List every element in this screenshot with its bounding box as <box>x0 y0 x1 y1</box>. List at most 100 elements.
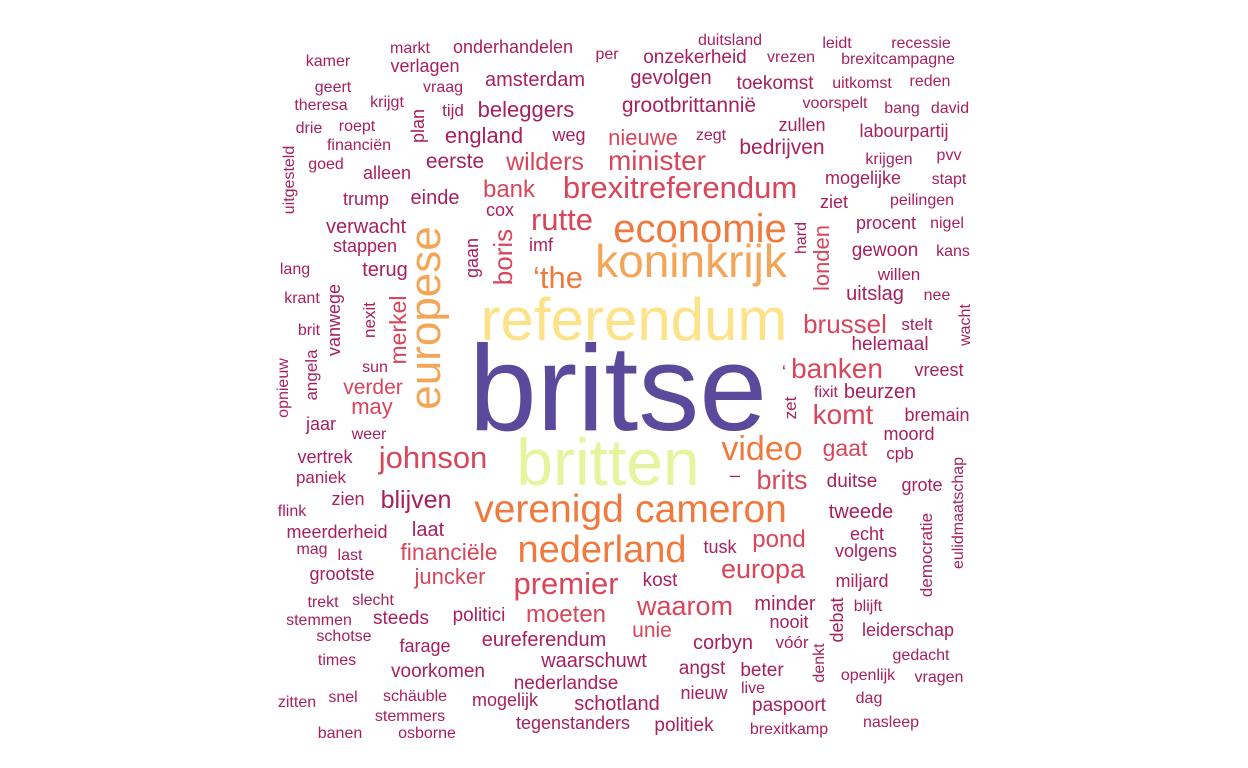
word-cloud-word: david <box>931 100 969 117</box>
word-cloud-word: miljard <box>835 571 888 591</box>
word-cloud-word: england <box>445 123 523 148</box>
word-cloud-word: tegenstanders <box>516 713 630 733</box>
word-cloud-word: europa <box>721 554 806 584</box>
word-cloud-word: goed <box>308 156 344 173</box>
word-cloud-word: geert <box>315 79 352 96</box>
word-cloud-word: tijd <box>442 101 464 120</box>
word-cloud-word: krijgt <box>370 94 404 111</box>
word-cloud-word: banen <box>318 725 363 742</box>
word-cloud-word: economie <box>613 207 786 251</box>
word-cloud-word: volgens <box>835 541 897 561</box>
word-cloud-word: paniek <box>296 468 347 487</box>
word-cloud-word: britse <box>469 320 767 456</box>
word-cloud-word: imf <box>529 235 554 255</box>
word-cloud-word: plan <box>408 109 428 143</box>
word-cloud-word: corbyn <box>693 632 753 654</box>
word-cloud-word: tusk <box>703 537 737 557</box>
word-cloud-word: vertrek <box>297 447 353 467</box>
word-cloud-word: nee <box>924 287 951 304</box>
word-cloud-word: nexit <box>360 302 379 338</box>
word-cloud-word: nooit <box>769 612 808 632</box>
word-cloud-word: rutte <box>531 202 593 237</box>
word-cloud-word: stapt <box>932 171 967 188</box>
word-cloud-word: zien <box>331 489 364 509</box>
word-cloud-word: schotse <box>316 628 371 645</box>
word-cloud-word: flink <box>278 503 307 520</box>
word-cloud-word: pvv <box>937 147 962 164</box>
word-cloud-word: brussel <box>803 309 887 339</box>
word-cloud-word: boris <box>488 229 518 285</box>
word-cloud-word: duitse <box>827 471 878 492</box>
word-cloud-word: meerderheid <box>286 522 387 542</box>
word-cloud-word: nigel <box>930 215 964 232</box>
word-cloud-word: moeten <box>526 601 606 628</box>
word-cloud-word: zullen <box>778 115 825 135</box>
word-cloud-word: bedrijven <box>739 136 824 159</box>
word-cloud-word: nieuwe <box>608 125 678 150</box>
word-cloud-word: willen <box>877 265 921 284</box>
word-cloud-word: bremain <box>904 405 969 425</box>
word-cloud-word: drie <box>296 120 323 137</box>
word-cloud-word: angela <box>302 349 321 401</box>
word-cloud-word: juncker <box>414 564 486 589</box>
word-cloud-word: jaar <box>305 414 336 434</box>
word-cloud-word: gaat <box>823 435 868 461</box>
word-cloud-word: stappen <box>333 236 397 256</box>
word-cloud-word: video <box>721 430 802 468</box>
word-cloud-word: gaan <box>462 238 482 278</box>
word-cloud-word: grote <box>901 475 942 495</box>
word-cloud-word: voorspelt <box>803 95 868 112</box>
word-cloud-word: cameron <box>635 488 787 531</box>
word-cloud-word: eerste <box>426 150 484 173</box>
word-cloud-word: weer <box>351 426 387 443</box>
word-cloud-word: uitgesteld <box>281 146 298 215</box>
word-cloud-word: kost <box>643 570 679 591</box>
word-cloud-word: angst <box>679 658 726 679</box>
word-cloud-word: onderhandelen <box>453 37 573 57</box>
word-cloud-word: leidt <box>822 35 852 52</box>
word-cloud-word: verlagen <box>390 56 459 76</box>
word-cloud-word: zegt <box>696 127 727 144</box>
word-cloud-word: denkt <box>811 643 828 683</box>
word-cloud-word: – <box>730 465 740 485</box>
word-cloud-word: beurzen <box>844 381 916 403</box>
word-cloud-word: waarom <box>636 591 733 621</box>
word-cloud-word: per <box>595 46 619 63</box>
word-cloud-word: britten <box>516 425 699 499</box>
word-cloud-word: laat <box>412 519 445 541</box>
word-cloud-word: pond <box>752 526 805 553</box>
word-cloud-word: eureferendum <box>482 629 607 651</box>
word-cloud-word: brit <box>298 322 321 339</box>
word-cloud-word: banken <box>791 353 883 384</box>
word-cloud-word: mogelijk <box>472 690 539 710</box>
word-cloud-word: brexitreferendum <box>563 170 797 205</box>
word-cloud-word: vragen <box>915 669 964 686</box>
word-cloud-word: moord <box>883 424 934 444</box>
word-cloud-word: krant <box>284 290 320 307</box>
word-cloud-word: last <box>338 547 363 564</box>
word-cloud-word: leiderschap <box>862 620 954 640</box>
word-cloud-word: nasleep <box>863 714 919 731</box>
word-cloud-word: verder <box>343 376 403 399</box>
word-cloud-word: farage <box>399 636 450 656</box>
word-cloud-word: helemaal <box>851 334 928 355</box>
word-cloud-word: mogelijke <box>825 168 901 188</box>
word-cloud-word: markt <box>390 40 431 57</box>
word-cloud-word: schäuble <box>383 688 447 705</box>
word-cloud-word: trekt <box>307 594 339 611</box>
word-cloud-word: snel <box>328 689 357 706</box>
word-cloud-word: minister <box>608 145 706 176</box>
word-cloud-word: merkel <box>385 295 411 364</box>
word-cloud-word: politici <box>453 605 506 626</box>
word-cloud-word: kamer <box>306 53 351 70</box>
word-cloud-word: cpb <box>886 444 913 463</box>
word-cloud-word: europese <box>401 226 450 409</box>
word-cloud-word: schotland <box>574 693 660 715</box>
word-cloud-word: komt <box>813 399 874 430</box>
word-cloud-word: debat <box>827 597 847 642</box>
word-cloud-word: grootste <box>309 564 374 584</box>
word-cloud-word: financiële <box>400 539 497 565</box>
word-cloud-word: grootbrittannië <box>622 94 756 117</box>
word-cloud-word: echt <box>850 524 884 544</box>
